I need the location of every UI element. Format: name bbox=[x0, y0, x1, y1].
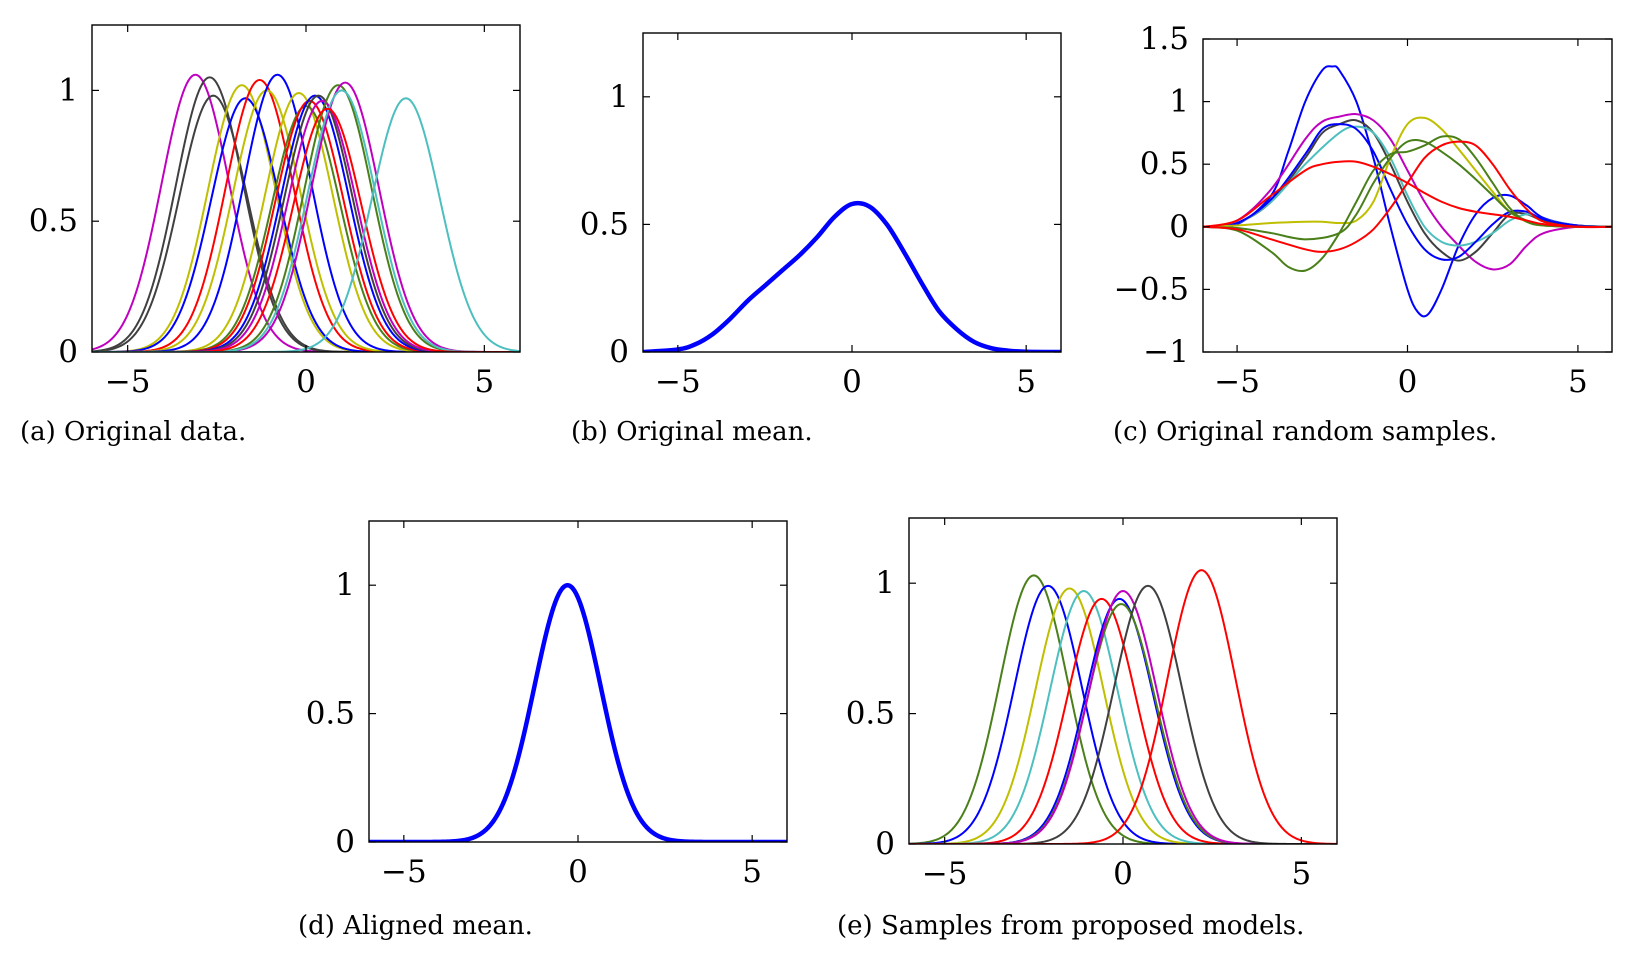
caption: (c) Original random samples. bbox=[1113, 417, 1497, 447]
series-line bbox=[1203, 65, 1612, 318]
y-tick-label: −1 bbox=[1143, 334, 1189, 370]
axes-frame bbox=[642, 32, 1062, 353]
y-tick-label: 0 bbox=[875, 826, 895, 862]
series-line bbox=[92, 84, 520, 352]
series-group bbox=[92, 73, 520, 352]
y-tick-label: 1.5 bbox=[1140, 21, 1189, 57]
y-tick-label: 0 bbox=[1169, 209, 1189, 245]
series-line bbox=[369, 582, 787, 842]
series-group bbox=[643, 200, 1061, 352]
series-line bbox=[92, 89, 520, 352]
x-tick-label: 0 bbox=[1398, 364, 1418, 400]
x-tick-label: 5 bbox=[742, 854, 762, 890]
chart-d: −5 0 5 0 0.5 1 (d) Aligned mean. bbox=[298, 520, 788, 941]
series-line bbox=[92, 78, 520, 352]
series-line bbox=[643, 200, 1061, 352]
x-tick-label: 0 bbox=[1113, 856, 1133, 892]
series-line bbox=[909, 584, 1337, 844]
axes-frame bbox=[908, 517, 1338, 845]
series-line bbox=[909, 569, 1337, 844]
y-tick-label: −0.5 bbox=[1114, 271, 1189, 307]
x-tick-label: 5 bbox=[1291, 856, 1311, 892]
chart-c: −5 0 5 −1 −0.5 0 0.5 1 1.5 (c) Original random sa… bbox=[1113, 21, 1613, 447]
series-group bbox=[1203, 65, 1612, 318]
series-line bbox=[1203, 125, 1612, 247]
series-line bbox=[92, 107, 520, 352]
x-tick-label: 5 bbox=[1568, 364, 1588, 400]
chart-b: −5 0 5 0 0.5 1 (b) Original mean. bbox=[571, 32, 1062, 447]
x-tick-label: 5 bbox=[1016, 364, 1036, 400]
series-line bbox=[92, 81, 520, 352]
series-line bbox=[92, 105, 520, 352]
series-line bbox=[1203, 112, 1612, 271]
series-line bbox=[1203, 140, 1612, 253]
caption: (a) Original data. bbox=[20, 417, 246, 447]
series-line bbox=[1203, 123, 1612, 261]
series-line bbox=[92, 99, 520, 352]
series-group bbox=[909, 569, 1337, 844]
series-line bbox=[92, 94, 520, 352]
chart-a: −5 0 5 0 0.5 1 (a) Original data. bbox=[20, 24, 521, 447]
x-tick-label: 0 bbox=[568, 854, 588, 890]
x-tick-label: −5 bbox=[655, 364, 701, 400]
y-tick-label: 0 bbox=[58, 334, 78, 370]
x-tick-label: −5 bbox=[1214, 364, 1260, 400]
series-line bbox=[92, 94, 520, 352]
x-tick-label: −5 bbox=[105, 364, 151, 400]
series-line bbox=[92, 99, 520, 352]
axes-frame bbox=[368, 520, 788, 843]
series-line bbox=[909, 590, 1337, 844]
y-tick-label: 0.5 bbox=[306, 696, 355, 732]
series-line bbox=[92, 97, 520, 352]
y-tick-label: 0.5 bbox=[1140, 146, 1189, 182]
series-line bbox=[1203, 160, 1612, 228]
y-tick-label: 0.5 bbox=[29, 203, 78, 239]
caption: (e) Samples from proposed models. bbox=[837, 911, 1304, 941]
series-line bbox=[92, 94, 520, 352]
series-line bbox=[909, 574, 1337, 844]
series-line bbox=[909, 597, 1337, 844]
caption: (d) Aligned mean. bbox=[298, 911, 533, 941]
y-tick-label: 0.5 bbox=[580, 206, 629, 242]
y-tick-label: 1 bbox=[609, 79, 629, 115]
series-line bbox=[909, 587, 1337, 844]
series-group bbox=[369, 582, 787, 842]
y-tick-label: 1 bbox=[1169, 84, 1189, 120]
x-tick-label: −5 bbox=[381, 854, 427, 890]
chart-e: −5 0 5 0 0.5 1 (e) Samples from proposed model… bbox=[837, 517, 1338, 941]
series-line bbox=[909, 597, 1337, 844]
x-tick-label: 0 bbox=[842, 364, 862, 400]
y-tick-label: 1 bbox=[335, 567, 355, 603]
y-tick-label: 0 bbox=[609, 334, 629, 370]
x-tick-label: 0 bbox=[296, 364, 316, 400]
y-tick-label: 1 bbox=[58, 72, 78, 108]
y-tick-label: 0 bbox=[335, 824, 355, 860]
y-tick-label: 0.5 bbox=[846, 696, 895, 732]
caption: (b) Original mean. bbox=[571, 417, 813, 447]
x-tick-label: −5 bbox=[922, 856, 968, 892]
x-tick-label: 5 bbox=[474, 364, 494, 400]
series-line bbox=[92, 97, 520, 352]
y-tick-label: 1 bbox=[875, 565, 895, 601]
